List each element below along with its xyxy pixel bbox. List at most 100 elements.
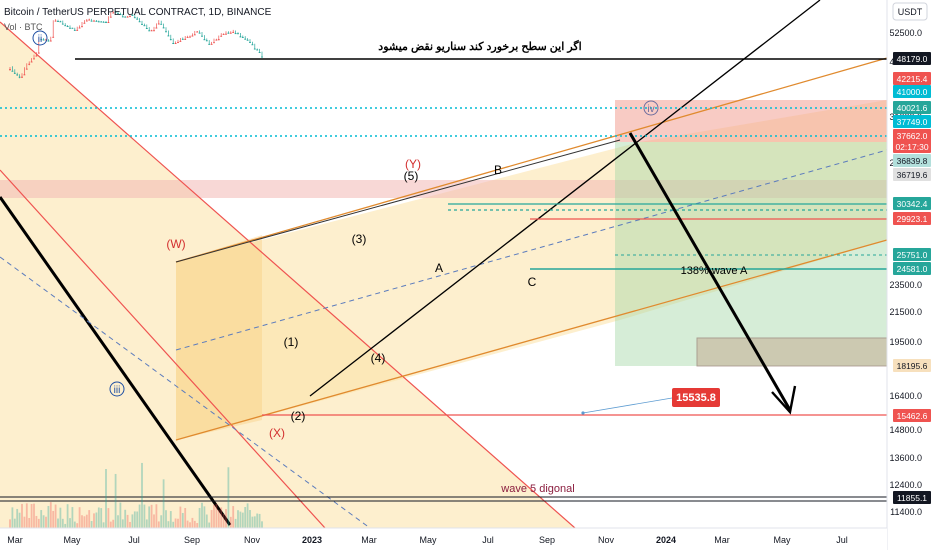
volume-bar [100,508,103,528]
candle-body [64,25,67,27]
candle-body [232,31,235,33]
candle-body [121,16,124,18]
candle-body [193,34,196,36]
volume-bar [220,507,223,528]
volume-bar [186,520,189,528]
candle-body [23,74,26,76]
price-label-text: 37662.0 [897,131,928,141]
price-label-box [893,491,931,504]
projection-arrowhead [771,385,797,415]
volume-bar [177,518,179,528]
wave-label: (1) [284,335,299,349]
x-tick-label: 2024 [656,535,676,545]
volume-bar [33,503,35,528]
candle-body [241,36,244,38]
volume-bar [179,506,182,528]
price-label-box [893,85,931,98]
candle-body [208,43,211,45]
volume-bar [73,521,76,528]
volume-bar [227,467,230,528]
channel-midline [175,149,888,351]
callout-line [582,397,673,414]
volume-bar [201,502,203,528]
price-label: 36839.8 [893,154,931,167]
wave-label: (4) [371,351,386,365]
volume-bar [66,504,69,528]
target-price-label: 15535.8 [676,392,716,404]
price-label-box [893,101,931,114]
time-axis-bg [0,528,887,550]
price-label-text: 36839.8 [897,156,928,166]
wave-label: A [435,261,443,275]
volume-bar [112,519,115,528]
volume-bar [21,503,23,528]
volume-bar [193,520,196,528]
price-label-box [893,359,931,372]
y-tick-label: 23500.0 [889,280,922,290]
x-tick-label: Sep [539,535,555,545]
volume-bar [133,511,136,528]
candle-body [13,72,16,74]
price-label-box [893,154,931,167]
candle-body [131,14,134,16]
price-label: 37662.0 [893,129,931,142]
volume-bar [172,521,175,528]
volume-bar [189,522,191,528]
y-tick-label: 11400.0 [890,507,922,517]
volume-bar [181,512,184,528]
candle-body [129,16,131,18]
volume-bar [52,510,55,528]
descending-channel-top [0,21,601,551]
volume-bar [124,509,127,528]
volume-bar [157,521,160,528]
y-tick-label: 19500.0 [889,337,922,347]
candle-body [90,20,93,22]
x-tick-label: Mar [7,535,23,545]
candle-body [97,21,100,23]
volume-bar [215,504,218,528]
diagonal-note: wave 5 digonal [500,483,574,495]
candle-body [210,43,213,45]
candle-body [119,14,122,16]
price-label: 18195.6 [893,359,931,372]
candle-body [225,33,227,35]
descending-channel-fill [0,22,600,550]
volume-bar [69,518,71,528]
volume-bar [213,504,215,528]
wave-x-zone [176,235,262,440]
y-tick-label: 13600.0 [889,453,922,463]
persian-note: اگر این سطح برخورد کند سناریو نقض میشود [378,39,581,53]
candle-body [18,76,21,78]
candle-body [69,27,71,29]
volume-bar [78,507,81,528]
candle-body [196,31,199,33]
volume-bar [88,510,91,528]
volume-bar [261,521,263,528]
candle-body [179,40,182,42]
volume-bar [138,504,141,528]
ascending-channel-top [175,57,888,263]
candle-body [172,43,175,45]
candle-body [198,32,201,34]
volume-bar [76,523,79,528]
candle-body [21,76,23,78]
candle-body [256,49,259,51]
volume-bar [16,508,19,528]
volume-bar [145,519,148,528]
wave-a-ratio-label: 138% wave A [681,265,748,277]
candle-body [88,19,91,21]
candle-body [138,21,141,23]
price-label-text: 15462.6 [897,411,928,421]
volume-bar [25,503,28,528]
wave-label: (X) [269,426,285,440]
wave-label: (5) [404,169,419,183]
x-tick-label: Sep [184,535,200,545]
volume-bar [114,473,117,528]
price-label-box [893,409,931,422]
candle-body [81,26,83,28]
volume-bar [253,516,256,528]
candle-body [59,21,62,23]
candle-body [143,25,146,27]
